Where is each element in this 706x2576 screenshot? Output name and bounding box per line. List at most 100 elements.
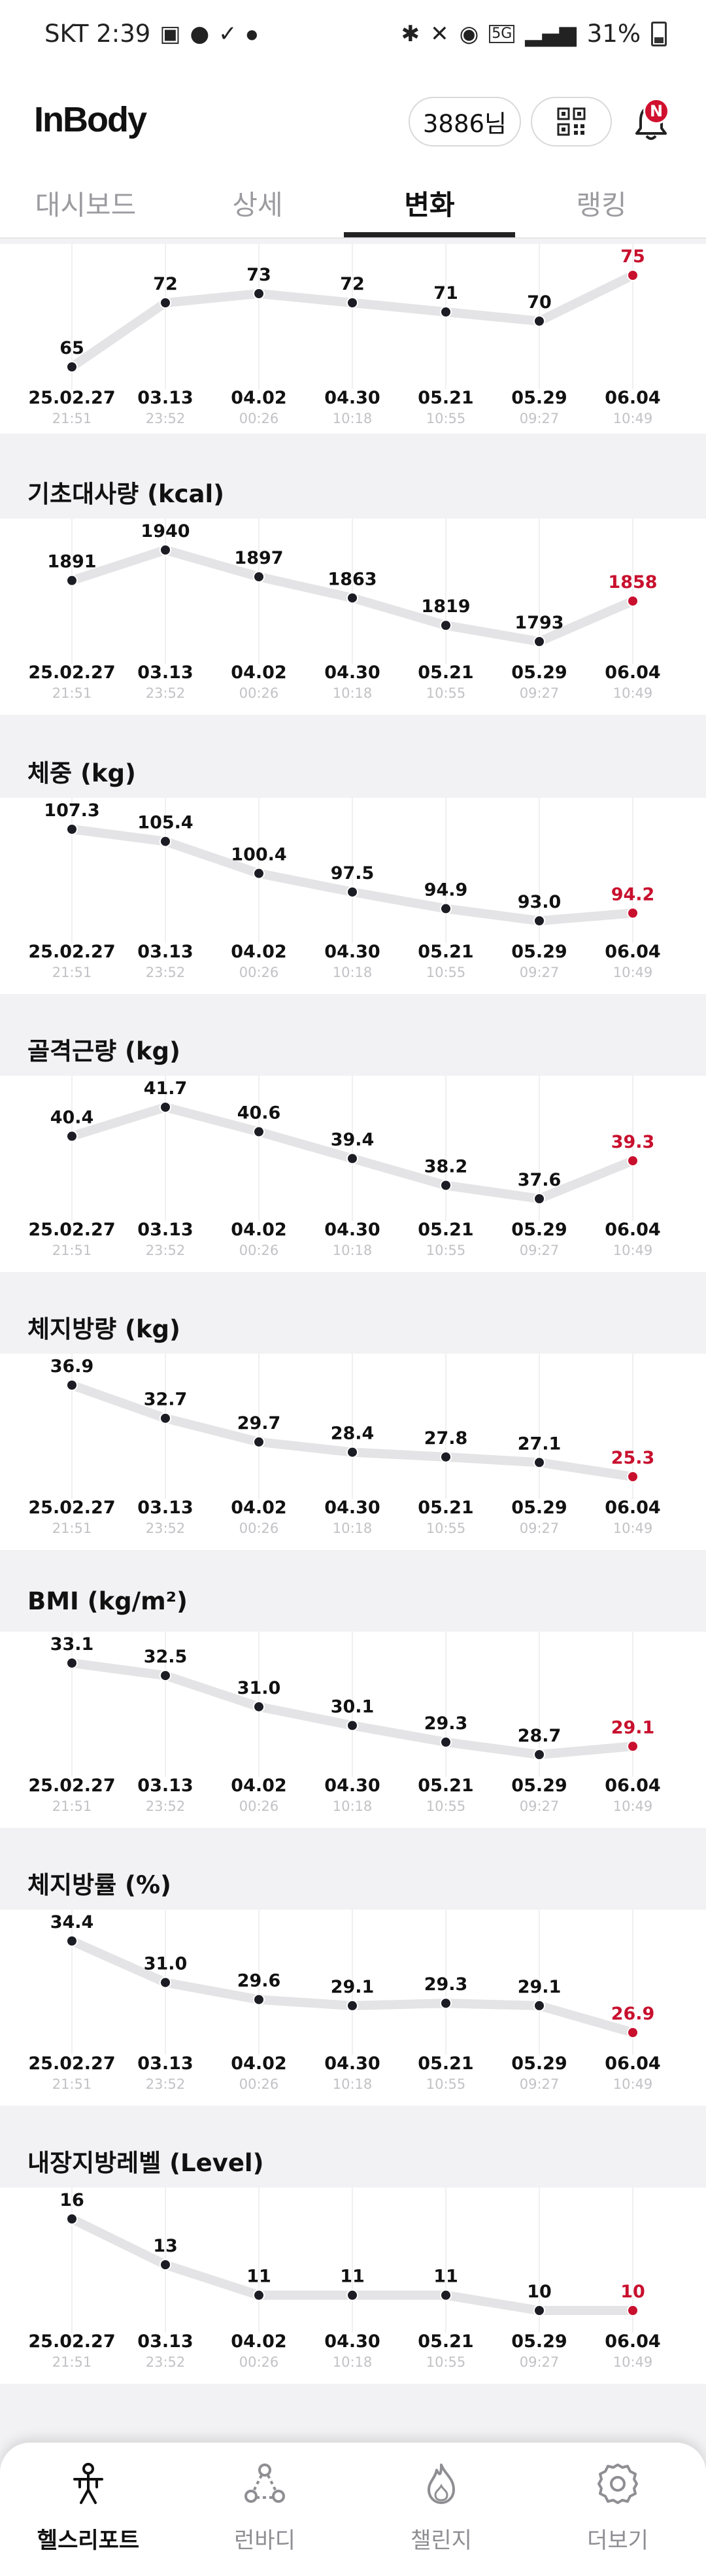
x-tick-time: 09:27 xyxy=(520,2354,560,2370)
data-label: 16 xyxy=(59,2190,84,2210)
data-label: 72 xyxy=(340,274,365,294)
data-label: 70 xyxy=(527,292,552,313)
x-tick-time: 09:27 xyxy=(520,1243,560,1258)
x-tick-time: 10:55 xyxy=(426,685,466,701)
section-header: 체지방률 (%) xyxy=(0,1844,706,1910)
x-tick-date: 03.13 xyxy=(137,1220,193,1240)
x-tick-date: 06.04 xyxy=(605,942,660,962)
data-point xyxy=(440,902,452,915)
data-label: 97.5 xyxy=(331,863,375,884)
x-tick-date: 06.04 xyxy=(605,1220,660,1240)
x-tick-date: 04.02 xyxy=(231,388,286,408)
x-tick-time: 23:52 xyxy=(146,1798,186,1814)
x-tick-time: 10:18 xyxy=(333,965,373,980)
section-header: 체중 (kg) xyxy=(0,732,706,798)
data-label: 1863 xyxy=(328,569,377,589)
data-point xyxy=(533,915,545,927)
x-tick-date: 04.02 xyxy=(231,662,286,683)
tab-change[interactable]: 변화 xyxy=(404,188,455,221)
trend-chart-card[interactable]: 40.4 25.02.27 21:51 41.7 03.13 23:52 40.6 04.02… xyxy=(0,1076,706,1272)
data-point xyxy=(533,1193,545,1205)
data-label: 11 xyxy=(246,2267,271,2287)
tab-ranking[interactable]: 랭킹 xyxy=(576,188,627,221)
x-tick-time: 23:52 xyxy=(146,1520,186,1536)
x-tick-date: 04.02 xyxy=(231,2331,286,2352)
data-point xyxy=(160,1101,171,1113)
trend-chart-card[interactable]: 36.9 25.02.27 21:51 32.7 03.13 23:52 29.7 04.02… xyxy=(0,1354,706,1550)
trend-chart-card[interactable]: 16 25.02.27 21:51 13 03.13 23:52 11 04.02 00:26 1… xyxy=(0,2188,706,2384)
data-label: 26.9 xyxy=(611,2004,655,2024)
trend-chart-card[interactable]: 34.4 25.02.27 21:51 31.0 03.13 23:52 29.6 04.02… xyxy=(0,1910,706,2106)
gear-icon xyxy=(597,2464,638,2504)
data-point xyxy=(533,1999,545,2012)
data-point xyxy=(253,570,265,583)
data-point xyxy=(346,2289,358,2301)
data-point xyxy=(160,835,171,848)
x-tick-time: 10:55 xyxy=(426,1243,466,1258)
nav-challenge-label: 챌린지 xyxy=(411,2528,472,2554)
x-tick-date: 25.02.27 xyxy=(28,662,115,683)
x-tick-time: 10:49 xyxy=(613,1520,653,1536)
data-point xyxy=(627,269,639,281)
data-label: 1891 xyxy=(47,552,96,572)
data-point xyxy=(160,1412,171,1424)
data-point xyxy=(346,1719,358,1732)
data-point xyxy=(253,2289,265,2301)
x-tick-time: 21:51 xyxy=(52,1520,92,1536)
x-tick-time: 10:55 xyxy=(426,411,466,426)
data-point xyxy=(627,2027,639,2038)
carrier-time: SKT 2:39 xyxy=(44,20,151,48)
trend-chart-card[interactable]: 1891 25.02.27 21:51 1940 03.13 23:52 1897 04.02… xyxy=(0,519,706,715)
data-point xyxy=(346,1999,358,2012)
data-point xyxy=(66,1130,78,1142)
x-tick-date: 04.30 xyxy=(324,2331,380,2352)
nav-more[interactable]: 더보기 xyxy=(530,2443,706,2576)
data-point xyxy=(160,297,171,309)
data-label: 71 xyxy=(433,283,458,303)
trend-chart: 1891 25.02.27 21:51 1940 03.13 23:52 1897 04.02… xyxy=(28,519,661,701)
x-tick-date: 06.04 xyxy=(605,2053,660,2074)
data-point xyxy=(253,867,265,880)
trend-chart-card[interactable]: 107.3 25.02.27 21:51 105.4 03.13 23:52 100.4 04… xyxy=(0,798,706,994)
x-tick-date: 04.02 xyxy=(231,2053,286,2074)
x-tick-date: 06.04 xyxy=(605,1776,660,1796)
data-point xyxy=(440,1736,452,1748)
data-point xyxy=(253,1993,265,2006)
x-tick-date: 25.02.27 xyxy=(28,2053,115,2074)
section-header: 내장지방레벨 (Level) xyxy=(0,2122,706,2188)
data-point xyxy=(440,619,452,632)
x-tick-time: 09:27 xyxy=(520,965,560,980)
trend-chart: 33.1 25.02.27 21:51 32.5 03.13 23:52 31.0 04.02… xyxy=(28,1632,661,1814)
data-label: 31.0 xyxy=(144,1953,188,1974)
x-tick-time: 10:18 xyxy=(333,1798,373,1814)
data-label: 1819 xyxy=(421,596,470,617)
tab-dashboard[interactable]: 대시보드 xyxy=(35,188,137,221)
data-label: 1793 xyxy=(514,613,563,633)
data-point xyxy=(627,2305,639,2316)
trend-chart-card[interactable]: 33.1 25.02.27 21:51 32.5 03.13 23:52 31.0 04.02… xyxy=(0,1632,706,1828)
nav-health-report[interactable]: 헬스리포트 xyxy=(0,2443,176,2576)
dot-icon: ● xyxy=(246,26,258,42)
x-tick-date: 04.30 xyxy=(324,662,380,683)
x-tick-date: 05.21 xyxy=(418,1220,473,1240)
x-tick-time: 23:52 xyxy=(146,685,186,701)
trend-chart: 65 25.02.27 21:51 72 03.13 23:52 73 04.02 00:26 7… xyxy=(28,244,661,426)
tab-detail[interactable]: 상세 xyxy=(232,188,283,221)
x-tick-time: 10:18 xyxy=(333,2076,373,2092)
battery-icon xyxy=(651,21,667,46)
trend-chart-card[interactable]: 65 25.02.27 21:51 72 03.13 23:52 73 04.02 00:26 7… xyxy=(0,244,706,434)
x-tick-date: 05.21 xyxy=(418,942,473,962)
x-tick-date: 03.13 xyxy=(137,1498,193,1518)
data-label: 73 xyxy=(246,265,271,285)
data-point xyxy=(627,595,639,608)
data-label: 34.4 xyxy=(50,1912,94,1932)
data-point xyxy=(533,315,545,327)
user-button[interactable]: 3886님 xyxy=(409,97,521,146)
qr-code-button[interactable] xyxy=(531,97,612,146)
nav-challenge[interactable]: 챌린지 xyxy=(353,2443,530,2576)
bottom-navigation: 헬스리포트 런바디 챌린지 더보기 xyxy=(0,2443,706,2576)
data-label: 27.8 xyxy=(424,1428,468,1449)
section-header: 골격근량 (kg) xyxy=(0,1010,706,1076)
data-point xyxy=(440,1451,452,1463)
nav-runbody[interactable]: 런바디 xyxy=(176,2443,353,2576)
